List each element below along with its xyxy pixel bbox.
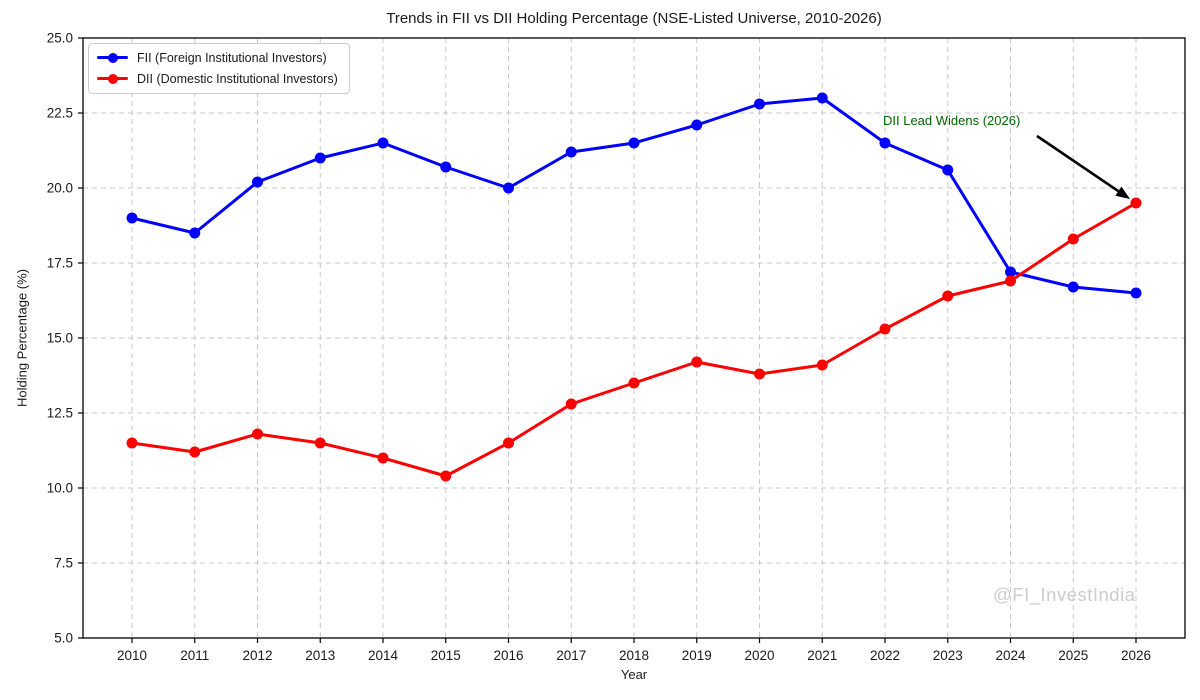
x-tick-label: 2012	[242, 648, 272, 663]
y-tick-label: 20.0	[47, 181, 73, 196]
x-tick-label: 2026	[1121, 648, 1151, 663]
dii-dot-icon	[107, 73, 118, 84]
dii-marker	[440, 470, 452, 482]
dii-marker	[879, 323, 891, 335]
legend-item-dii: DII (Domestic Institutional Investors)	[97, 70, 338, 87]
x-tick-label: 2010	[117, 648, 147, 663]
x-tick-label: 2011	[180, 648, 209, 663]
dii-marker	[628, 377, 640, 389]
y-tick-label: 7.5	[54, 556, 73, 571]
legend: FII (Foreign Institutional Investors) DI…	[88, 43, 350, 94]
x-tick-label: 2014	[368, 648, 399, 663]
dii-marker	[1130, 197, 1142, 209]
fii-dot-icon	[107, 52, 118, 63]
x-tick-label: 2024	[995, 648, 1026, 663]
x-tick-label: 2017	[556, 648, 586, 663]
fii-marker	[565, 146, 577, 158]
annotation-arrow-head-icon	[1115, 186, 1130, 199]
legend-label-dii: DII (Domestic Institutional Investors)	[137, 71, 338, 86]
fii-marker	[816, 92, 828, 104]
fii-marker	[879, 137, 891, 149]
fii-marker	[1067, 281, 1079, 293]
fii-marker	[252, 176, 263, 188]
y-tick-label: 25.0	[47, 31, 73, 46]
x-tick-label: 2019	[682, 648, 712, 663]
x-tick-label: 2021	[807, 648, 837, 663]
x-tick-label: 2025	[1058, 648, 1088, 663]
x-tick-label: 2022	[870, 648, 900, 663]
dii-marker	[1005, 275, 1016, 287]
annotation-label: DII Lead Widens (2026)	[883, 113, 1021, 128]
fii-marker	[189, 227, 201, 239]
dii-marker	[314, 437, 326, 449]
y-tick-label: 22.5	[47, 106, 73, 121]
x-tick-label: 2013	[305, 648, 335, 663]
y-tick-label: 12.5	[47, 406, 73, 421]
x-tick-label: 2020	[744, 648, 774, 663]
legend-item-fii: FII (Foreign Institutional Investors)	[97, 49, 338, 66]
y-tick-label: 10.0	[47, 481, 73, 496]
dii-marker	[503, 437, 514, 449]
fii-marker	[942, 164, 954, 176]
dii-marker	[1067, 233, 1079, 245]
y-tick-label: 17.5	[47, 256, 73, 271]
dii-marker	[754, 368, 765, 380]
fii-marker	[1005, 266, 1016, 278]
fii-marker	[628, 137, 640, 149]
y-tick-label: 5.0	[54, 631, 73, 646]
fii-marker	[377, 137, 389, 149]
fii-marker	[1130, 287, 1142, 299]
dii-marker	[942, 290, 954, 302]
dii-line-swatch-icon	[97, 73, 128, 84]
chart-title: Trends in FII vs DII Holding Percentage …	[386, 10, 882, 27]
fii-line-swatch-icon	[97, 52, 128, 63]
fii-marker	[754, 98, 765, 110]
dii-marker	[816, 359, 828, 371]
dii-marker	[189, 446, 201, 458]
fii-marker	[126, 212, 138, 224]
x-tick-label: 2016	[493, 648, 523, 663]
y-axis-title: Holding Percentage (%)	[14, 268, 30, 408]
x-tick-label: 2018	[619, 648, 649, 663]
legend-label-fii: FII (Foreign Institutional Investors)	[137, 50, 327, 65]
dii-marker	[565, 398, 577, 410]
dii-marker	[691, 356, 703, 368]
fii-marker	[314, 152, 326, 164]
dii-marker	[126, 437, 138, 449]
fii-marker	[503, 182, 514, 194]
dii-marker	[252, 428, 263, 440]
dii-marker	[377, 452, 389, 464]
x-tick-label: 2015	[431, 648, 461, 663]
x-tick-label: 2023	[933, 648, 963, 663]
y-tick-label: 15.0	[47, 331, 73, 346]
fii-marker	[440, 161, 452, 173]
annotation-arrow-shaft	[1036, 134, 1120, 193]
watermark: @FI_InvestIndia	[993, 584, 1136, 605]
x-axis-title: Year	[620, 667, 648, 682]
fii-marker	[691, 119, 703, 131]
